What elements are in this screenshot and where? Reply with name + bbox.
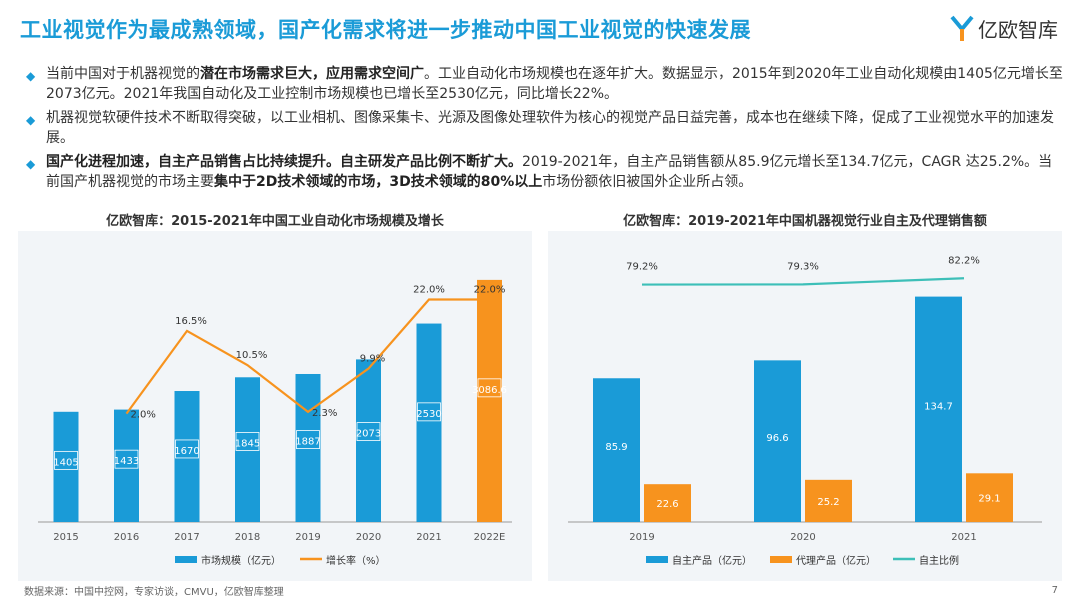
diamond-icon: ◆ <box>26 69 36 83</box>
legend-label: 市场规模（亿元） <box>201 554 281 567</box>
logo-text: 亿欧智库 <box>978 18 1058 42</box>
data-label: 85.9 <box>605 442 627 453</box>
bar <box>754 360 801 522</box>
data-label: 96.6 <box>766 433 788 444</box>
data-label: 3086.6 <box>472 385 507 396</box>
data-label: 22.6 <box>656 499 678 510</box>
data-label-box <box>477 378 502 398</box>
bar <box>174 391 200 522</box>
legend-label: 代理产品（亿元） <box>796 554 876 567</box>
data-label: 29.1 <box>978 494 1000 505</box>
data-label: 2530 <box>416 409 441 420</box>
bar <box>644 484 691 522</box>
x-tick-label: 2016 <box>114 532 139 543</box>
data-label: 1670 <box>174 446 199 457</box>
diamond-icon: ◆ <box>26 113 36 127</box>
bar <box>416 323 442 522</box>
legend-label: 增长率（%） <box>326 554 386 567</box>
x-tick-label: 2022E <box>474 532 506 543</box>
bullet-item: ◆ 当前中国对于机器视觉的潜在市场需求巨大，应用需求空间广。工业自动化市场规模也在… <box>24 64 1064 104</box>
logo: 亿欧智库 <box>950 14 1058 43</box>
bar <box>114 409 139 522</box>
line-label: 79.3% <box>787 261 819 272</box>
data-label: 1845 <box>235 438 260 449</box>
data-label: 1887 <box>295 437 320 448</box>
growth-line <box>125 298 490 415</box>
bullet-list: ◆ 当前中国对于机器视觉的潜在市场需求巨大，应用需求空间广。工业自动化市场规模也在… <box>24 64 1064 196</box>
bullet-text: 当前中国对于机器视觉的 <box>46 66 200 82</box>
x-tick-label: 2019 <box>629 532 654 543</box>
bar <box>477 279 502 522</box>
legend-label: 自主比例 <box>919 554 959 567</box>
bullet-text: 机器视觉软硬件技术不断取得突破，以工业相机、图像采集卡、光源及图像处理软件为核心… <box>46 110 1054 146</box>
bullet-text: 。工业自动化市场规模也在逐年扩大。数据显示，2015年到2020年工业自动化规模… <box>46 66 1063 102</box>
bullet-text: 潜在市场需求巨大，应用需求空间广 <box>200 66 424 82</box>
data-label-box <box>175 439 199 459</box>
bar <box>235 377 260 522</box>
data-label: 134.7 <box>924 401 953 412</box>
data-label-box <box>114 449 139 469</box>
x-tick-label: 2021 <box>951 532 976 543</box>
line-label: 79.2% <box>626 262 658 273</box>
bar <box>805 479 852 522</box>
data-label: 1405 <box>53 457 78 468</box>
bar <box>53 411 79 522</box>
legend-swatch <box>646 556 668 563</box>
line-label: 10.5% <box>236 350 268 361</box>
bullet-text: 集中于2D技术领域的市场，3D技术领域的80%以上 <box>214 174 543 190</box>
chart-panel-right: 85.9 22.6 2019 96.6 25.2 2020 134.7 29.1 2021 79.… <box>548 231 1062 581</box>
chart-panel-left: 1405 2015 1433 2016 1670 2017 1845 2018 1887 2019… <box>18 231 532 581</box>
bar <box>593 378 640 522</box>
chart-right: 85.9 22.6 2019 96.6 25.2 2020 134.7 29.1 2021 79.… <box>568 255 1042 567</box>
line-label: 9.9% <box>360 354 385 365</box>
data-label-box <box>417 402 441 422</box>
bullet-item: ◆ 机器视觉软硬件技术不断取得突破，以工业相机、图像采集卡、光源及图像处理软件为核… <box>24 108 1064 148</box>
x-tick-label: 2015 <box>53 532 78 543</box>
bar <box>915 296 962 522</box>
bullet-item: ◆ 国产化进程加速，自主产品销售占比持续提升。自主研发产品比例不断扩大。2019-… <box>24 152 1064 192</box>
line-label: 82.2% <box>948 255 980 266</box>
line-label: 16.5% <box>175 316 207 327</box>
line-label: 22.0% <box>413 285 445 296</box>
line-label: 22.0% <box>474 285 506 296</box>
page-number: 7 <box>1051 585 1058 596</box>
page-title: 工业视觉作为最成熟领域，国产化需求将进一步推动中国工业视觉的快速发展 <box>20 18 751 42</box>
legend-swatch <box>175 556 197 563</box>
data-label-box <box>235 432 260 451</box>
bullet-text: 国产化进程加速，自主产品销售占比持续提升。自主研发产品比例不断扩大。 <box>46 154 522 170</box>
data-label: 1433 <box>114 456 139 467</box>
data-label: 2073 <box>356 429 381 440</box>
source-note: 数据来源：中国中控网，专家访谈，CMVU，亿欧智库整理 <box>24 587 284 598</box>
chart-title-left: 亿欧智库：2015-2021年中国工业自动化市场规模及增长 <box>106 214 444 229</box>
bullet-text: 2019-2021年，自主产品销售额从85.9亿元增长至134.7亿元，CAGR… <box>46 154 1053 190</box>
legend-swatch <box>770 556 792 563</box>
line-label: 2.3% <box>312 408 337 419</box>
data-label: 25.2 <box>817 497 839 508</box>
bullet-text: 市场份额依旧被国外企业所占领。 <box>542 174 753 190</box>
data-label-box <box>54 450 78 470</box>
x-tick-label: 2018 <box>235 532 260 543</box>
bar <box>295 373 321 522</box>
x-tick-label: 2017 <box>174 532 199 543</box>
chart-left: 1405 2015 1433 2016 1670 2017 1845 2018 1887 2019… <box>38 279 512 567</box>
bar <box>966 473 1013 522</box>
legend-label: 自主产品（亿元） <box>672 554 752 567</box>
ratio-line <box>641 277 965 286</box>
x-tick-label: 2020 <box>356 532 381 543</box>
x-tick-label: 2020 <box>790 532 815 543</box>
line-label: 2.0% <box>131 410 156 421</box>
x-tick-label: 2019 <box>295 532 320 543</box>
logo-icon <box>950 15 974 41</box>
chart-title-right: 亿欧智库：2019-2021年中国机器视觉行业自主及代理销售额 <box>623 214 987 229</box>
x-tick-label: 2021 <box>416 532 441 543</box>
diamond-icon: ◆ <box>26 157 36 171</box>
data-label-box <box>296 430 320 449</box>
data-label-box <box>356 422 381 441</box>
